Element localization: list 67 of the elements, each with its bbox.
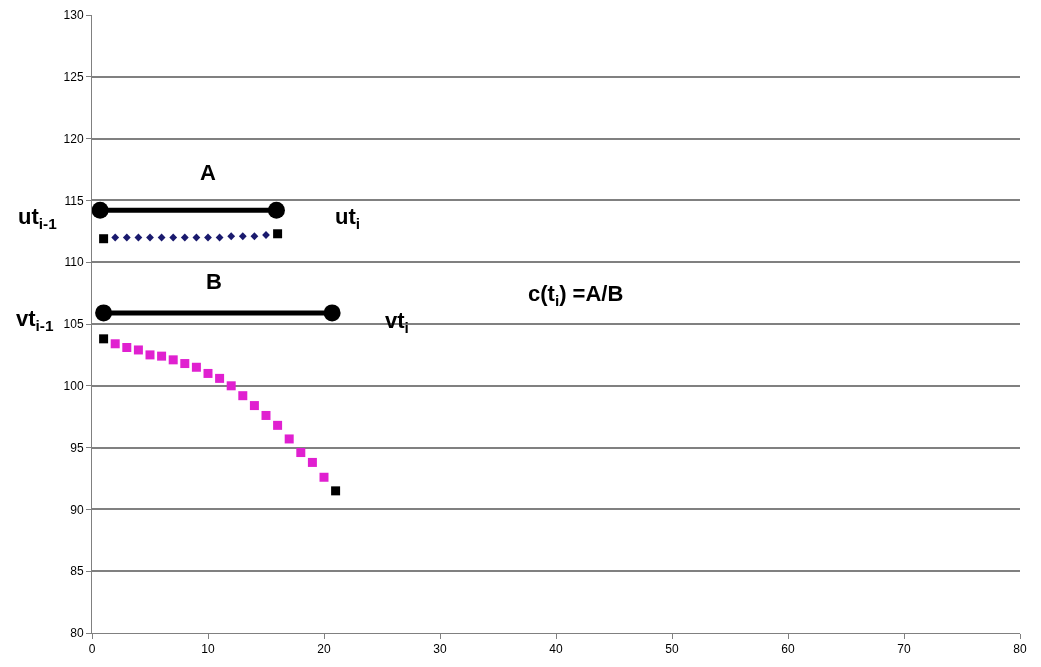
annotation: vt$_{i}$ [385, 308, 409, 336]
x-tick-label: 30 [433, 642, 447, 657]
point [91, 201, 109, 219]
point [122, 233, 131, 242]
point [191, 362, 201, 372]
point [134, 233, 143, 242]
point [284, 434, 294, 444]
x-tick-label: 40 [549, 642, 563, 657]
point [99, 234, 109, 244]
y-tick-label: 100 [63, 379, 84, 393]
point [180, 359, 190, 369]
point [110, 339, 120, 349]
point [273, 420, 283, 430]
point [319, 472, 329, 482]
annotation: ut$_{i}$ [335, 204, 361, 232]
annotation: c(t$_{i}$) =A/B [528, 281, 624, 309]
point [227, 232, 236, 241]
point [296, 448, 306, 458]
point [192, 233, 201, 242]
point [261, 410, 271, 420]
point [238, 232, 247, 241]
text: vt$_{i-1}$ [16, 306, 54, 334]
x-tick-label: 50 [665, 642, 679, 657]
y-tick-label: 115 [64, 193, 84, 208]
point [323, 304, 341, 322]
point [215, 233, 224, 242]
x-tick-label: 10 [201, 642, 215, 657]
y-tick-label: 130 [63, 8, 84, 23]
point [203, 368, 213, 378]
point [169, 233, 178, 242]
text: ut$_{i-1}$ [18, 204, 58, 232]
point [180, 233, 189, 242]
point [168, 355, 178, 365]
y-tick-label: 85 [70, 564, 84, 579]
x-tick-label: 0 [88, 642, 96, 657]
point [145, 350, 155, 360]
point [215, 373, 225, 383]
point [146, 233, 154, 242]
y-tick-label: 120 [63, 131, 84, 146]
x-tick-label: 20 [317, 642, 331, 657]
y-tick-label: 80 [70, 626, 84, 641]
point [273, 229, 283, 239]
point [307, 457, 317, 467]
y-tick-label: 110 [64, 255, 84, 270]
point [250, 232, 259, 241]
point [238, 391, 248, 401]
annotation: A [200, 160, 216, 185]
point [226, 381, 236, 391]
point [249, 401, 259, 411]
y-tick-label: 105 [63, 317, 84, 332]
point [267, 201, 285, 219]
point [204, 233, 212, 242]
point [331, 486, 341, 496]
point [111, 233, 120, 242]
x-tick-label: 60 [781, 642, 795, 657]
point [157, 351, 167, 361]
y-tick-label: 125 [63, 70, 84, 84]
point [122, 342, 132, 352]
point [133, 345, 143, 355]
point [99, 334, 109, 344]
point [95, 304, 113, 322]
annotation: B [206, 269, 222, 294]
x-tick-label: 80 [1013, 642, 1027, 657]
x-tick-label: 70 [897, 642, 911, 657]
y-tick-label: 90 [70, 502, 84, 517]
y-tick-label: 95 [70, 440, 84, 455]
point [157, 233, 166, 242]
